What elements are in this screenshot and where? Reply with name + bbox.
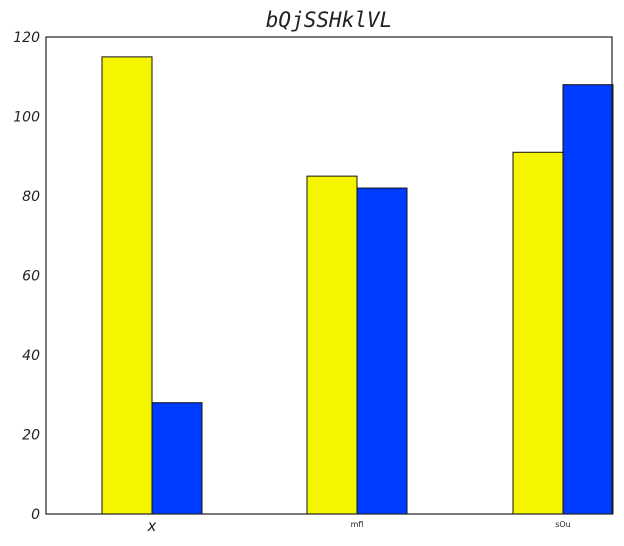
plot-area-frame <box>45 36 613 515</box>
y-tick-label: 80 <box>22 189 40 205</box>
y-axis-ticks: 0 20 40 60 80 100 120 <box>13 30 40 523</box>
y-tick-label: 20 <box>22 428 40 444</box>
x-tick-label-sOu: sOu <box>555 520 571 529</box>
x-tick-label-x: x <box>147 517 157 535</box>
bars-group <box>101 56 614 515</box>
y-tick-label: 40 <box>22 348 40 364</box>
chart-title: bQjSSHklVL <box>266 8 392 32</box>
bar-series-1-sOu <box>512 151 564 515</box>
bar-series-2-sOu <box>562 84 614 515</box>
bar-series-1-x <box>101 56 153 515</box>
bar-series-1-mfl <box>306 175 358 515</box>
x-tick-label-mfl: mfl <box>351 520 364 529</box>
bar-series-2-x <box>151 402 203 515</box>
y-tick-label: 60 <box>22 269 40 285</box>
y-tick-label: 120 <box>13 30 40 46</box>
bar-series-2-mfl <box>356 187 408 515</box>
y-tick-label: 0 <box>31 507 40 523</box>
x-axis-ticks: x mfl sOu <box>147 517 571 535</box>
y-tick-label: 100 <box>13 110 40 126</box>
